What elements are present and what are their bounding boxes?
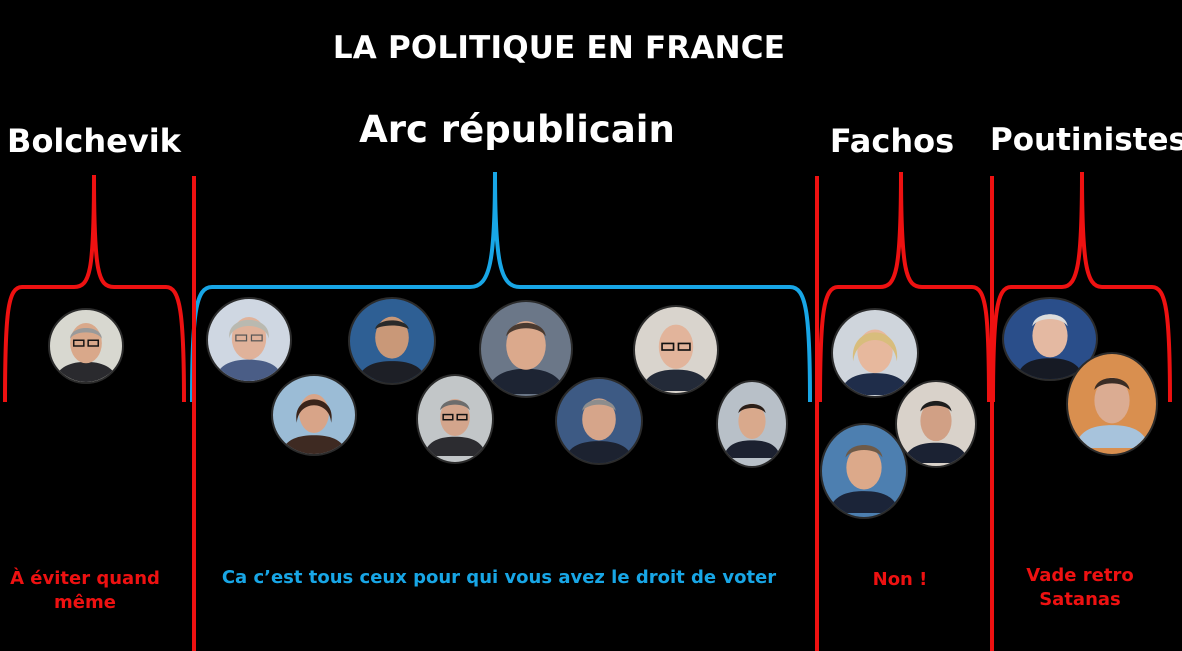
politician-portrait <box>48 308 124 384</box>
category-title-fachos: Fachos <box>829 122 955 160</box>
category-caption-arc-republicain: Ca c’est tous ceux pour qui vous avez le… <box>221 567 777 588</box>
fachos-bracket <box>818 171 991 403</box>
politician-portrait <box>555 377 643 465</box>
politician-portrait <box>820 423 908 519</box>
category-caption-fachos: Non ! <box>872 569 928 590</box>
politician-portrait <box>831 308 919 398</box>
page-title: LA POLITIQUE EN FRANCE <box>332 30 786 66</box>
politician-portrait <box>348 297 436 385</box>
politician-portrait <box>206 297 292 383</box>
politician-portrait <box>716 380 788 468</box>
category-title-bolchevik: Bolchevik <box>7 122 181 160</box>
politician-portrait <box>1066 352 1158 456</box>
politician-portrait <box>479 300 573 398</box>
politician-portrait <box>271 374 357 456</box>
politician-portrait <box>633 305 719 395</box>
politician-portrait <box>416 374 494 464</box>
poutinistes-bracket <box>991 171 1172 403</box>
category-title-poutinistes: Poutinistes <box>990 122 1182 158</box>
bolchevik-bracket <box>3 174 186 403</box>
politician-portrait <box>895 380 977 468</box>
category-caption-poutinistes: Vade retro Satanas <box>1026 565 1134 610</box>
arc-bracket <box>190 171 812 403</box>
category-caption-bolchevik: À éviter quand même <box>10 568 160 613</box>
category-title-arc-republicain: Arc républicain <box>359 108 675 151</box>
